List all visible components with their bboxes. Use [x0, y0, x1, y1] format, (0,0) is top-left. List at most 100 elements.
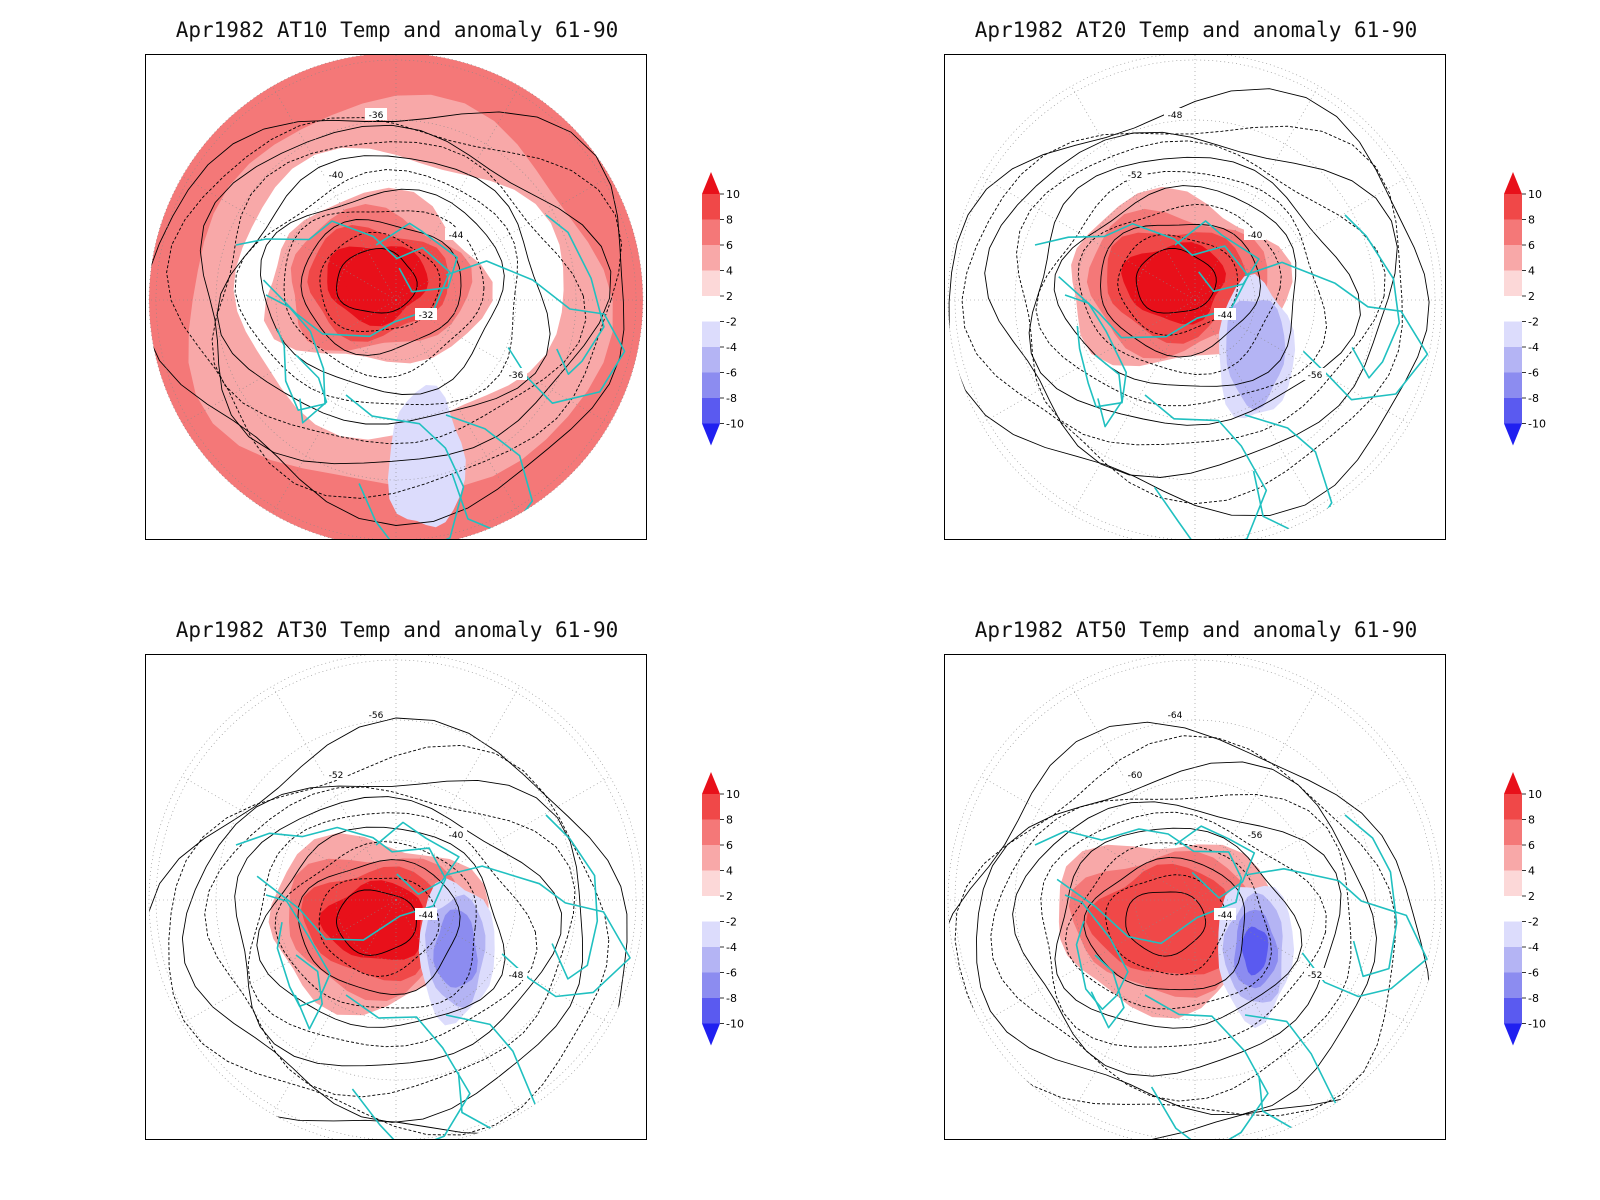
coastline [445, 865, 631, 998]
map-content: -48 -52 -40 -44 -56 [948, 55, 1442, 539]
colorbar-segment [1504, 270, 1522, 296]
coastline [1094, 354, 1123, 428]
map-edge [947, 55, 1443, 539]
contour-line [260, 188, 505, 395]
colorbar-segment [1504, 947, 1522, 973]
contour-line [948, 88, 1430, 517]
colorbar-bottom-arrow [702, 423, 720, 446]
colorbar-label: 10 [726, 188, 740, 201]
colorbar-label: -2 [726, 916, 737, 929]
coastline [1090, 954, 1125, 1029]
colorbar-label: 6 [1528, 239, 1535, 252]
colorbar-label: 2 [1528, 890, 1535, 903]
contour-label: -52 [329, 771, 344, 781]
contour-label-bg [325, 168, 347, 180]
colorbar-segment [702, 194, 720, 220]
contour-line [297, 859, 461, 996]
contour-line [984, 131, 1398, 478]
contour-line [181, 779, 584, 1123]
anomaly-warm-6 [1086, 863, 1230, 975]
contour-line [1054, 827, 1303, 1029]
colorbar-bottom-arrow [702, 1023, 720, 1046]
map-edge [148, 55, 644, 539]
colorbar-label: 2 [726, 290, 733, 303]
colorbar-label: 4 [726, 265, 733, 278]
coastline [235, 826, 447, 941]
contour-line [204, 786, 576, 1098]
contour-label-bg [1214, 308, 1236, 320]
contour-line [1125, 891, 1207, 957]
colorbar-label: -4 [1528, 341, 1539, 354]
contour-label-bg [1164, 708, 1186, 720]
contour-label: -40 [329, 171, 344, 181]
polar-map-at30: -56 -52 -40 -44 -48 [148, 655, 644, 1139]
contour-label-bg [1244, 828, 1266, 840]
contour-line [1028, 156, 1361, 426]
contour-label: -32 [419, 311, 434, 321]
polar-map-at50: -64 -60 -56 -44 -52 [947, 655, 1443, 1139]
colorbar-label: -6 [726, 967, 737, 980]
colorbar-label: -8 [1528, 392, 1539, 405]
colorbar-segment [1504, 219, 1522, 245]
map-at20: -48 -52 -40 -44 -56 [944, 54, 1446, 540]
colorbar-segment [1504, 321, 1522, 347]
contour-line [990, 794, 1352, 1102]
coastline [375, 222, 458, 293]
contour-line [149, 111, 625, 526]
colorbar-segment [1504, 194, 1522, 220]
contour-line [335, 889, 417, 956]
anomaly-cold-6 [433, 909, 478, 988]
contour-label: -64 [1168, 711, 1183, 721]
contour-label: -48 [509, 971, 524, 981]
contour-label: -36 [509, 371, 524, 381]
contour-label: -56 [1248, 831, 1263, 841]
anomaly-warm-10 [342, 896, 408, 945]
contour-line [168, 744, 610, 1136]
contour-label-bg [445, 828, 467, 840]
contour-label: -44 [419, 911, 434, 921]
contour-line [948, 721, 1432, 1139]
coastline [1344, 214, 1401, 379]
contour-label-bg [365, 708, 387, 720]
colorbar-label: 2 [1528, 290, 1535, 303]
contour-label: -36 [369, 111, 384, 121]
panel-title-at30: Apr1982 AT30 Temp and anomaly 61-90 [175, 618, 619, 642]
map-edge [947, 655, 1443, 1139]
map-at30: -56 -52 -40 -44 -48 [145, 654, 647, 1140]
colorbar-segment [1504, 296, 1522, 322]
colorbar-segment [702, 398, 720, 424]
colorbar-segment [702, 219, 720, 245]
colorbar-at50: 10 8 6 4 2 -2 -4 -6 -8 -10 [1504, 772, 1546, 1046]
contour-label: -52 [1308, 971, 1323, 981]
contour-label: -44 [1218, 311, 1233, 321]
colorbar-segment [702, 896, 720, 922]
contour-label-bg [325, 768, 347, 780]
coastline [294, 954, 323, 1030]
coastline [265, 894, 331, 1008]
colorbar-segment [1504, 347, 1522, 373]
colorbar-segment [702, 296, 720, 322]
contour-line [1035, 171, 1327, 407]
colorbar-label: -6 [1528, 967, 1539, 980]
contour-label-bg [1244, 228, 1266, 240]
colorbar-segment [1504, 998, 1522, 1024]
colorbar-label: -10 [726, 1018, 744, 1031]
colorbar-segment [702, 870, 720, 896]
map-content: -56 -52 -40 -44 -48 [149, 655, 643, 1139]
contour-line [1105, 874, 1228, 976]
contour-label: -44 [1218, 911, 1233, 921]
contour-line [234, 796, 562, 1067]
coastline [345, 994, 471, 1139]
colorbar-label: -4 [726, 341, 737, 354]
contour-label-bg [505, 968, 527, 980]
contour-line [1135, 247, 1217, 314]
colorbar-segment [702, 819, 720, 845]
colorbar-segment [1504, 398, 1522, 424]
contour-line [234, 169, 518, 406]
contour-label: -56 [1308, 371, 1323, 381]
colorbar-label: -6 [726, 367, 737, 380]
colorbar-segment [702, 321, 720, 347]
contour-label: -60 [1128, 771, 1143, 781]
map-content: -36 -40 -44 -32 -36 [149, 55, 643, 539]
contour-line [1053, 185, 1297, 387]
